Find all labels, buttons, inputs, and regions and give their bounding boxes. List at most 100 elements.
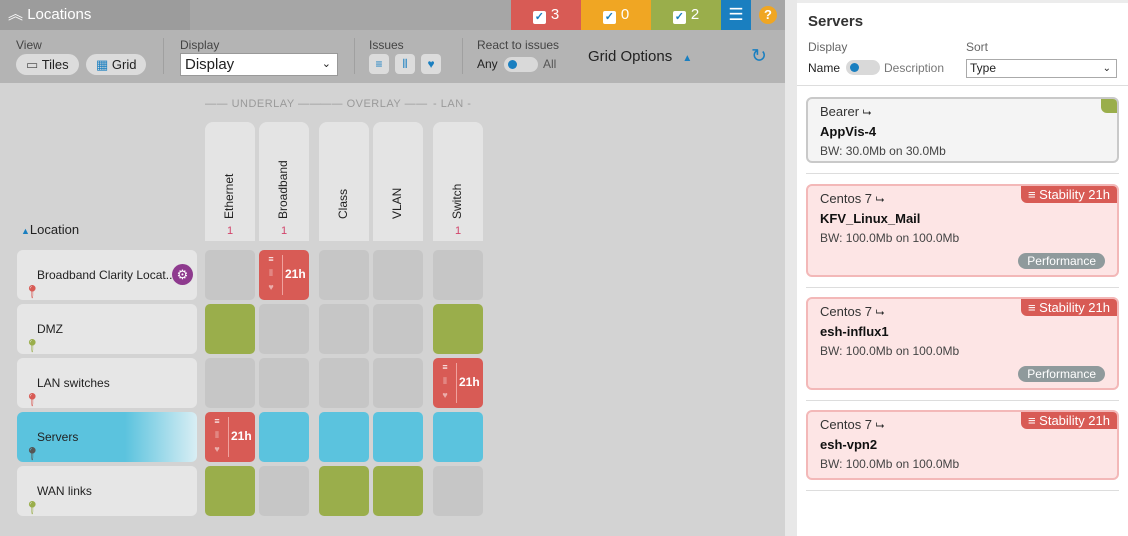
server-card[interactable]: Centos 7 ⮡ KFV_Linux_Mail BW: 100.0Mb on… bbox=[806, 184, 1119, 277]
grid-label: Grid bbox=[111, 57, 137, 72]
filter-button[interactable]: ☰ bbox=[721, 0, 751, 30]
map-pin-icon: 📍︎ bbox=[24, 392, 41, 407]
badge-critical[interactable]: ✓ 3 bbox=[511, 0, 581, 30]
grid-cell[interactable] bbox=[205, 250, 255, 300]
status-ok-indicator bbox=[1101, 99, 1117, 113]
divider bbox=[354, 38, 355, 74]
grid-cell[interactable] bbox=[373, 250, 423, 300]
column-issue-count: 1 bbox=[454, 225, 462, 237]
server-card[interactable]: Centos 7 ⮡ esh-influx1 BW: 100.0Mb on 10… bbox=[806, 297, 1119, 390]
group-overlay: —— OVERLAY —— bbox=[320, 98, 428, 110]
locations-collapse[interactable]: ︽ Locations bbox=[0, 0, 190, 30]
location-row-0[interactable]: 📍︎ Broadband Clarity Locat... ⚙ bbox=[17, 250, 197, 300]
stability-filter[interactable]: ≡ bbox=[369, 54, 389, 74]
grid-cell[interactable] bbox=[433, 466, 483, 516]
stability-icon: ≡ bbox=[1027, 413, 1036, 428]
name-label: Name bbox=[808, 61, 841, 75]
divider bbox=[163, 38, 164, 74]
react-toggle[interactable] bbox=[504, 57, 538, 72]
check-icon: ✓ bbox=[602, 11, 616, 24]
grid-cell[interactable] bbox=[259, 466, 309, 516]
map-pin-icon: 📍︎ bbox=[24, 446, 41, 461]
grid-cell[interactable] bbox=[373, 304, 423, 354]
name-description-toggle[interactable] bbox=[846, 60, 880, 75]
connection-icon: ⮡ bbox=[875, 420, 885, 432]
column-header-class[interactable]: Class bbox=[319, 122, 369, 241]
badge-ok[interactable]: ✓ 2 bbox=[651, 0, 721, 30]
grid-cell[interactable]: ≡ ⦀ ♥ 21h bbox=[205, 412, 255, 462]
sort-select[interactable]: Type ⌄ bbox=[966, 59, 1117, 78]
location-row-3[interactable]: 📍︎ Servers bbox=[17, 412, 197, 462]
grid-options-label: Grid Options bbox=[588, 48, 673, 65]
grid-cell[interactable] bbox=[205, 358, 255, 408]
display-label: Display bbox=[180, 38, 220, 52]
column-name: Class bbox=[336, 188, 350, 219]
map-pin-icon: 📍︎ bbox=[24, 500, 41, 515]
location-row-1[interactable]: 📍︎ DMZ bbox=[17, 304, 197, 354]
grid-cell[interactable] bbox=[433, 250, 483, 300]
grid-cell[interactable] bbox=[205, 466, 255, 516]
grid-cell[interactable] bbox=[433, 412, 483, 462]
grid-options-toggle[interactable]: Grid Options ▲ bbox=[588, 48, 692, 65]
issue-icons: ≡ ⦀ ♥ bbox=[214, 416, 220, 454]
heart-filter[interactable]: ♥ bbox=[421, 54, 441, 74]
column-header-vlan[interactable]: VLAN bbox=[373, 122, 423, 241]
page-title: Locations bbox=[27, 6, 92, 23]
tiles-button[interactable]: ▭ Tiles bbox=[16, 54, 79, 75]
display-label: Display bbox=[808, 40, 848, 54]
display-select[interactable]: Display ⌄ bbox=[180, 53, 338, 76]
grid-cell[interactable]: ≡ ⦀ ♥ 21h bbox=[259, 250, 309, 300]
divider bbox=[806, 173, 1119, 174]
grid-cell[interactable] bbox=[319, 412, 369, 462]
grid-cell[interactable] bbox=[433, 304, 483, 354]
server-card[interactable]: Centos 7 ⮡ esh-vpn2 BW: 100.0Mb on 100.0… bbox=[806, 410, 1119, 480]
grid-cell[interactable] bbox=[373, 358, 423, 408]
issue-icons: ≡ ⦀ ♥ bbox=[268, 254, 274, 292]
map-pin-icon: 📍︎ bbox=[24, 338, 41, 353]
location-name: DMZ bbox=[37, 322, 63, 336]
refresh-icon[interactable]: ↻ bbox=[751, 46, 767, 67]
location-row-2[interactable]: 📍︎ LAN switches bbox=[17, 358, 197, 408]
help-icon[interactable]: ? bbox=[759, 6, 777, 24]
performance-filter[interactable]: ⦀ bbox=[395, 54, 415, 74]
settings-off-icon[interactable]: ⚙ bbox=[172, 264, 193, 285]
grid-cell[interactable] bbox=[319, 466, 369, 516]
grid-cell[interactable] bbox=[259, 358, 309, 408]
splitter[interactable] bbox=[785, 0, 797, 536]
tiles-icon: ▭ bbox=[26, 57, 39, 72]
server-card[interactable]: Bearer ⮡ AppVis-4 BW: 30.0Mb on 30.0Mb bbox=[806, 97, 1119, 163]
grid-cell[interactable] bbox=[319, 304, 369, 354]
performance-tag: Performance bbox=[1018, 366, 1105, 382]
divider bbox=[806, 287, 1119, 288]
grid-cell[interactable] bbox=[205, 304, 255, 354]
stability-icon: ≡ bbox=[1027, 300, 1036, 315]
check-icon: ✓ bbox=[532, 11, 546, 24]
column-header-broadband[interactable]: Broadband 1 bbox=[259, 122, 309, 241]
any-label: Any bbox=[477, 57, 498, 71]
connection-icon: ⮡ bbox=[875, 307, 885, 319]
badge-warning[interactable]: ✓ 0 bbox=[581, 0, 651, 30]
divider bbox=[462, 38, 463, 74]
grid-cell[interactable] bbox=[373, 466, 423, 516]
column-name: Ethernet bbox=[222, 173, 236, 219]
grid-cell[interactable] bbox=[373, 412, 423, 462]
map-pin-icon: 📍︎ bbox=[24, 284, 41, 299]
sort-asc-icon: ▲ bbox=[21, 226, 30, 236]
grid-cell[interactable]: ≡ ⦀ ♥ 21h bbox=[433, 358, 483, 408]
grid-cell[interactable] bbox=[259, 412, 309, 462]
grid-cell[interactable] bbox=[319, 358, 369, 408]
column-header-ethernet[interactable]: Ethernet 1 bbox=[205, 122, 255, 241]
location-sort-header[interactable]: ▲Location bbox=[21, 222, 79, 237]
stability-badge: ≡ Stability 21h bbox=[1020, 299, 1117, 316]
column-header-switch[interactable]: Switch 1 bbox=[433, 122, 483, 241]
panel-title: Servers bbox=[808, 13, 864, 30]
grid-button[interactable]: ▦ Grid bbox=[86, 54, 147, 75]
grid-cell[interactable] bbox=[259, 304, 309, 354]
bandwidth: BW: 100.0Mb on 100.0Mb bbox=[820, 344, 960, 358]
filter-icon: ☰ bbox=[728, 5, 744, 24]
location-row-4[interactable]: 📍︎ WAN links bbox=[17, 466, 197, 516]
grid-cell[interactable] bbox=[319, 250, 369, 300]
sort-value: Type bbox=[970, 61, 997, 75]
group-underlay: —— UNDERLAY —— bbox=[205, 98, 322, 110]
description-label: Description bbox=[884, 61, 945, 75]
